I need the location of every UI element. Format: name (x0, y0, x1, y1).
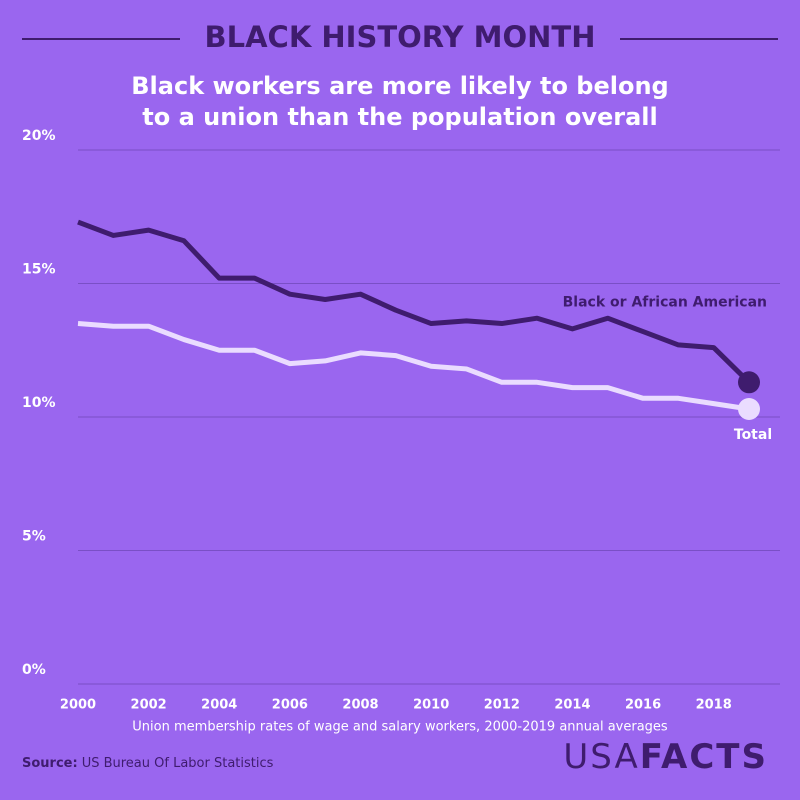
header: BLACK HISTORY MONTH (205, 20, 596, 54)
x-tick-label: 2014 (554, 698, 590, 713)
source-label: Source: (22, 756, 78, 771)
logo: USAFACTS (563, 737, 768, 777)
end-point (738, 397, 760, 420)
x-tick-label: 2002 (131, 698, 167, 713)
x-tick-label: 2012 (484, 698, 520, 713)
series-line (77, 219, 751, 385)
logo-left: USA (563, 737, 639, 777)
chart-title: Black workers are more likely to belong t… (131, 72, 668, 131)
y-tick-label: 5% (22, 529, 46, 545)
x-tick-label: 2006 (272, 698, 308, 713)
y-tick-label: 10% (22, 395, 56, 411)
x-tick-label: 2016 (625, 698, 661, 713)
series-line (77, 321, 750, 412)
end-point (738, 371, 760, 394)
y-tick-label: 20% (22, 128, 56, 144)
series-label: Total (734, 427, 772, 443)
x-tick-label: 2000 (60, 698, 96, 713)
series-label: Black or African American (563, 294, 767, 310)
chart-title-line: Black workers are more likely to belong (131, 72, 668, 100)
y-tick-label: 15% (22, 262, 56, 278)
x-tick-label: 2018 (696, 698, 732, 713)
y-tick-label: 0% (22, 662, 46, 678)
chart-title-line: to a union than the population overall (142, 103, 657, 131)
x-tick-label: 2004 (201, 698, 237, 713)
source-text: US Bureau Of Labor Statistics (82, 756, 274, 771)
x-tick-label: 2008 (342, 698, 378, 713)
x-tick-label: 2010 (413, 698, 449, 713)
source: Source: US Bureau Of Labor Statistics (22, 756, 274, 771)
x-axis-label: Union membership rates of wage and salar… (132, 720, 668, 735)
logo-right: FACTS (640, 737, 768, 777)
